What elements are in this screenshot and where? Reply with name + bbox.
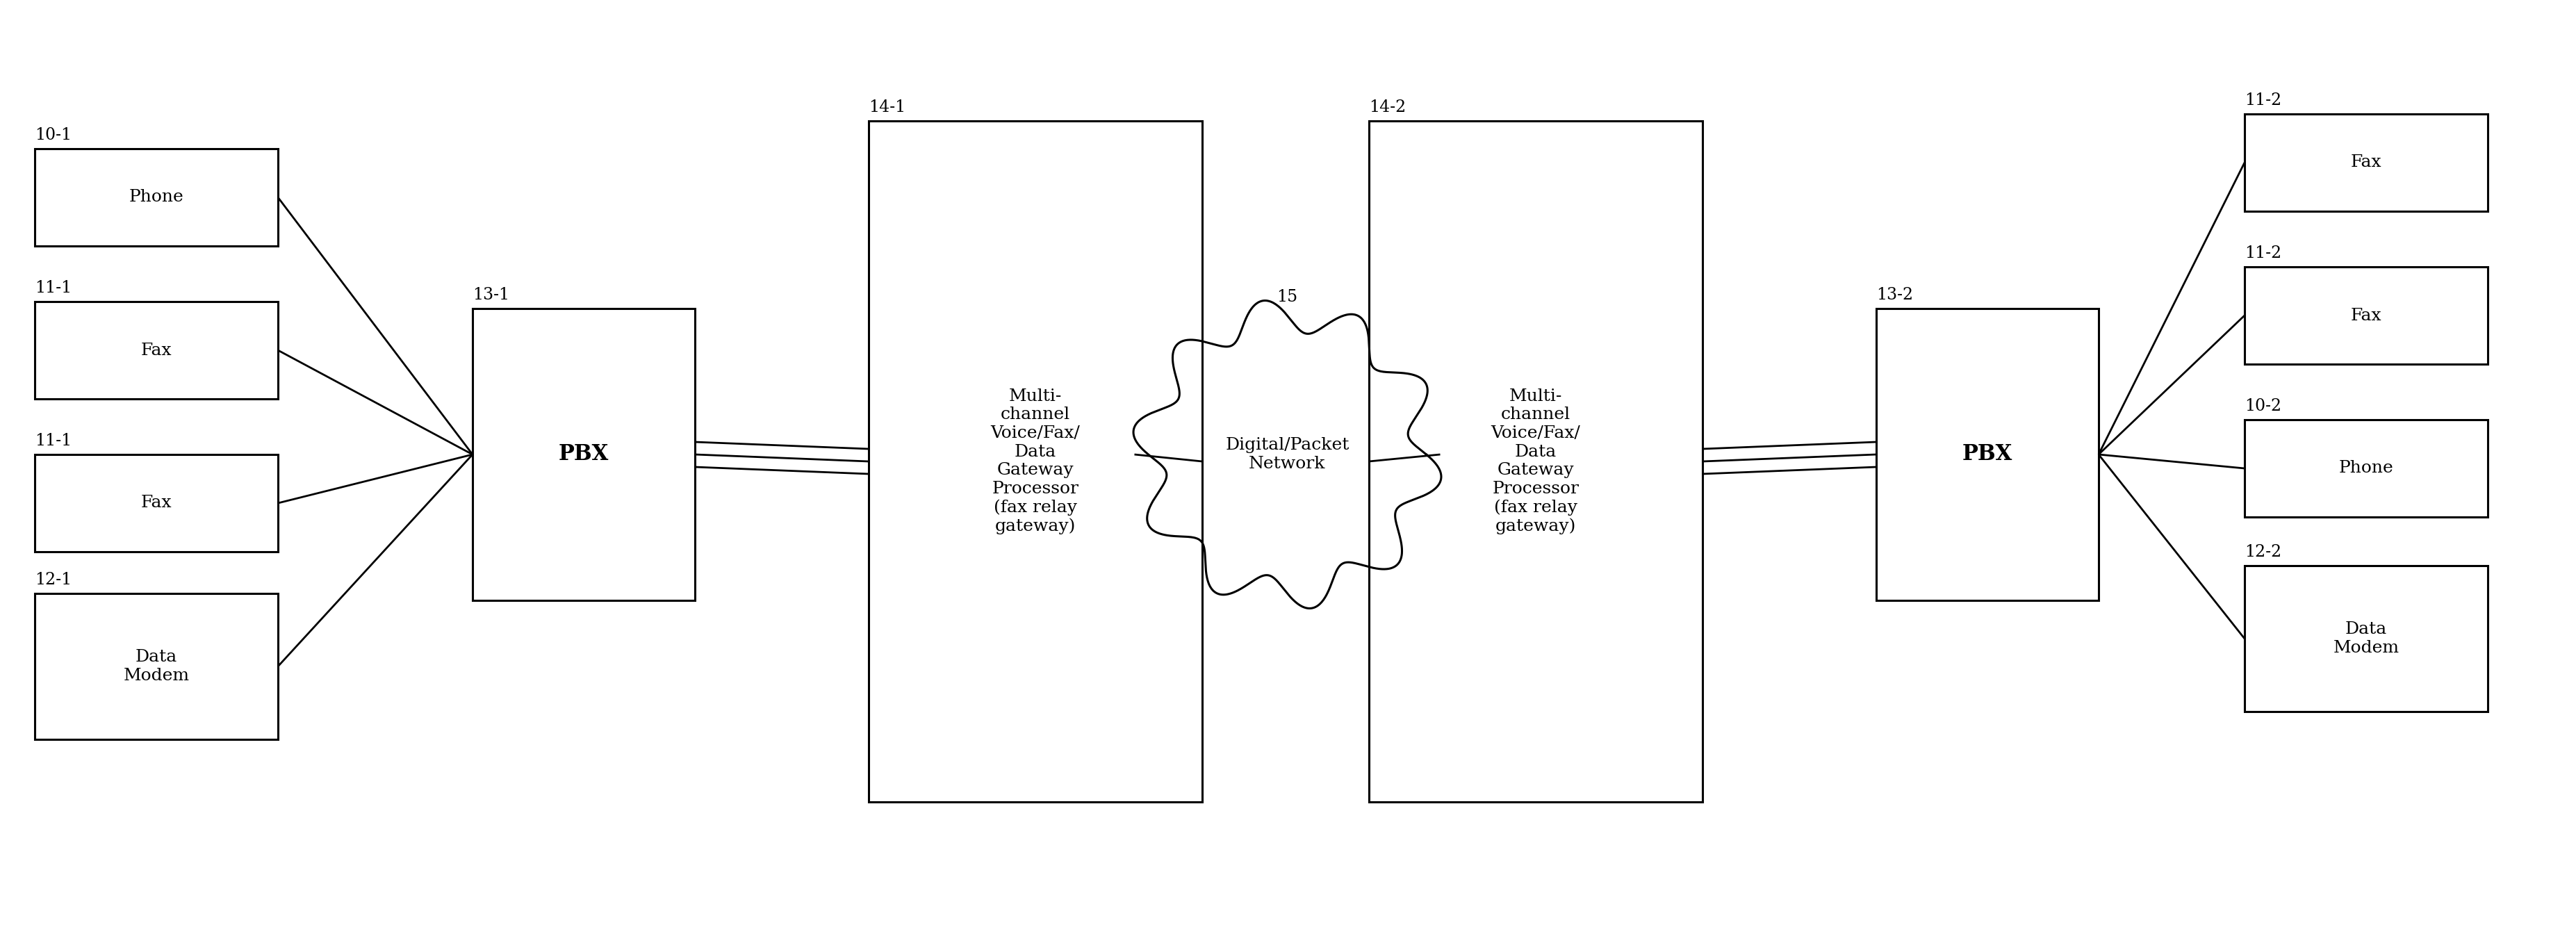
Text: Fax: Fax: [2352, 155, 2383, 171]
Text: 12-2: 12-2: [2244, 544, 2282, 560]
Text: PBX: PBX: [559, 444, 608, 465]
Bar: [1875, 309, 2099, 601]
Text: 12-1: 12-1: [33, 572, 72, 588]
Text: Multi-
channel
Voice/Fax/
Data
Gateway
Processor
(fax relay
gateway): Multi- channel Voice/Fax/ Data Gateway P…: [1492, 388, 1582, 535]
Text: Fax: Fax: [142, 495, 173, 511]
Text: Phone: Phone: [2339, 461, 2393, 476]
Bar: [868, 121, 1203, 802]
Text: 10-1: 10-1: [33, 127, 72, 143]
Text: Fax: Fax: [142, 342, 173, 358]
Bar: [33, 301, 278, 399]
Bar: [471, 309, 696, 601]
Text: 14-1: 14-1: [868, 99, 907, 115]
Text: 11-2: 11-2: [2244, 93, 2282, 108]
Bar: [2244, 420, 2488, 517]
Text: Data
Modem: Data Modem: [2334, 621, 2398, 655]
Text: Digital/Packet
Network: Digital/Packet Network: [1226, 438, 1350, 472]
Bar: [2244, 114, 2488, 211]
Text: 14-2: 14-2: [1368, 99, 1406, 115]
Text: 13-1: 13-1: [471, 287, 510, 303]
Bar: [33, 454, 278, 552]
Text: PBX: PBX: [1963, 444, 2012, 465]
Text: 13-2: 13-2: [1875, 287, 1914, 303]
Text: 15: 15: [1278, 289, 1298, 305]
Text: Data
Modem: Data Modem: [124, 649, 191, 683]
Text: Multi-
channel
Voice/Fax/
Data
Gateway
Processor
(fax relay
gateway): Multi- channel Voice/Fax/ Data Gateway P…: [992, 388, 1079, 535]
Bar: [33, 593, 278, 740]
Text: Fax: Fax: [2352, 308, 2383, 324]
Bar: [2244, 267, 2488, 364]
Bar: [33, 148, 278, 246]
Bar: [1368, 121, 1703, 802]
Bar: [2244, 565, 2488, 712]
Text: Phone: Phone: [129, 189, 183, 206]
Text: 10-2: 10-2: [2244, 399, 2282, 414]
Text: 11-2: 11-2: [2244, 246, 2282, 261]
Text: 11-1: 11-1: [33, 280, 72, 296]
Text: 11-1: 11-1: [33, 433, 72, 449]
